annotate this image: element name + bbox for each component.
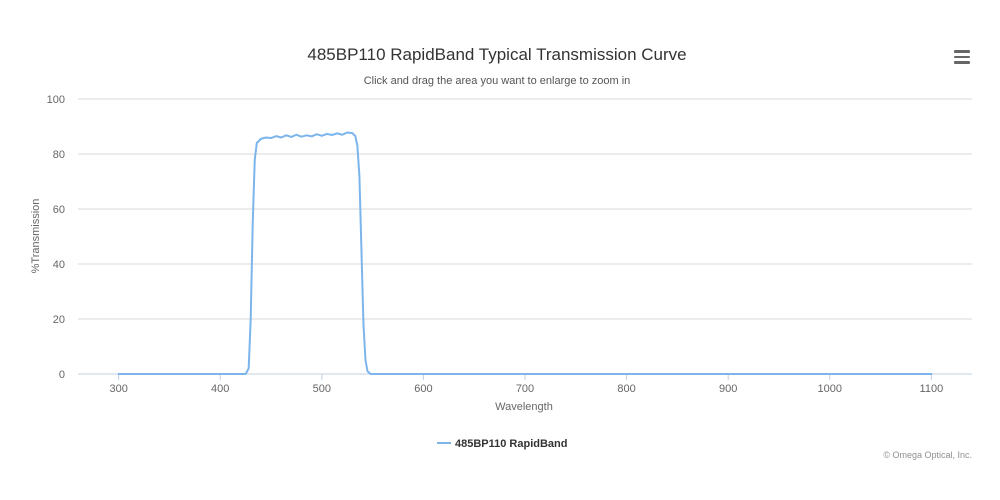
x-tick-label: 900 [719, 383, 737, 395]
x-tick-label: 500 [313, 383, 331, 395]
menu-bar [954, 50, 970, 53]
y-tick-label: 20 [53, 314, 65, 326]
plot-area[interactable] [117, 131, 933, 375]
x-axis-label: Wavelength [495, 401, 553, 413]
x-axis: 300 400 500 600 700 800 900 1000 1100 [109, 374, 943, 395]
y-tick-label: 60 [53, 204, 65, 216]
grid [78, 98, 972, 375]
x-tick-label: 700 [516, 383, 534, 395]
y-axis: 0 20 40 60 80 100 [47, 94, 65, 381]
y-tick-label: 80 [53, 149, 65, 161]
hamburger-menu-icon[interactable] [954, 50, 970, 64]
x-tick-label: 300 [109, 383, 127, 395]
chart-subtitle: Click and drag the area you want to enla… [364, 75, 631, 87]
series-line [117, 131, 933, 375]
chart-title: 485BP110 RapidBand Typical Transmission … [307, 45, 686, 64]
menu-bar [954, 55, 970, 58]
x-tick-label: 1100 [920, 383, 944, 395]
y-axis-label: %Transmission [30, 199, 42, 274]
credits[interactable]: © Omega Optical, Inc. [883, 450, 972, 460]
legend[interactable]: 485BP110 RapidBand [437, 438, 568, 450]
x-tick-label: 800 [617, 383, 635, 395]
y-tick-label: 100 [47, 94, 65, 106]
y-tick-label: 40 [53, 259, 65, 271]
y-tick-label: 0 [59, 369, 65, 381]
legend-item-label[interactable]: 485BP110 RapidBand [455, 438, 568, 450]
x-tick-label: 400 [211, 383, 229, 395]
x-tick-label: 1000 [818, 383, 842, 395]
x-tick-label: 600 [414, 383, 432, 395]
menu-bar [954, 61, 970, 64]
